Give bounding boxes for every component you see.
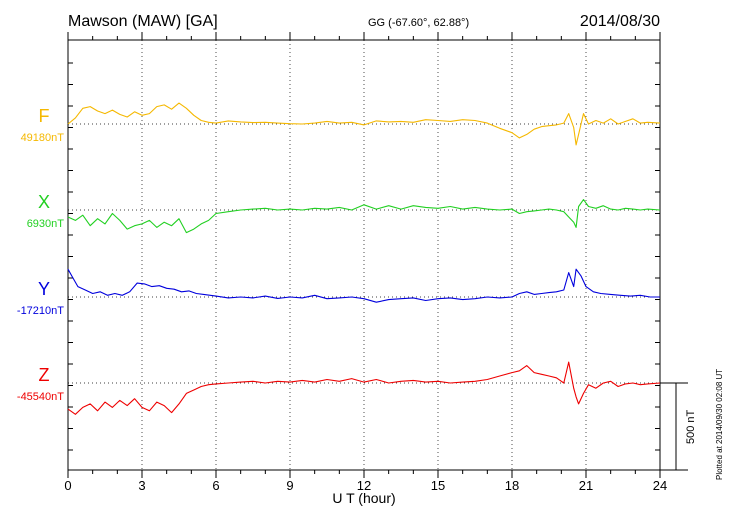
x-tick-label: 3 [138,478,145,493]
series-line-y [67,268,660,303]
series-baseline-f: 49180nT [21,132,65,144]
series-name-z: Z [39,365,50,385]
left-right-ticks [68,62,660,451]
x-tick-label: 21 [579,478,593,493]
x-axis-title: U T (hour) [332,490,395,506]
x-tick-label: 6 [212,478,219,493]
vertical-gridlines [141,40,587,470]
series-name-y: Y [38,279,50,299]
plot-date: 2014/08/30 [580,13,660,30]
scale-bar-label: 500 nT [685,409,697,444]
x-tick-label: 15 [431,478,445,493]
series-baseline-z: -45540nT [17,391,64,403]
x-tick-label: 12 [357,478,371,493]
series-line-x [67,199,661,234]
series-name-f: F [39,106,50,126]
station-coordinates: GG (-67.60°, 62.88°) [368,17,469,29]
plot-area: 0 3 6 9 12 15 18 21 24 [64,32,667,493]
x-tick-label: 9 [286,478,293,493]
series-baseline-x: 6930nT [27,218,65,230]
series-labels: F 49180nT X 6930nT Y -17210nT Z -45540nT [17,106,64,403]
plotted-at-note: Plotted at 2014/09/30 02:08 UT [715,369,724,480]
series-name-x: X [38,192,50,212]
station-title: Mawson (MAW) [GA] [68,13,218,30]
series-lines [67,102,661,415]
scale-bar: 500 nT [660,382,697,471]
series-line-f [67,102,661,146]
baseline-gridlines [68,123,660,384]
x-tick-label: 0 [64,478,71,493]
series-baseline-y: -17210nT [17,305,64,317]
x-tick-label: 18 [505,478,519,493]
x-axis-ticks: 0 3 6 9 12 15 18 21 24 [64,32,667,493]
series-line-z [67,361,661,415]
x-tick-label: 24 [653,478,667,493]
